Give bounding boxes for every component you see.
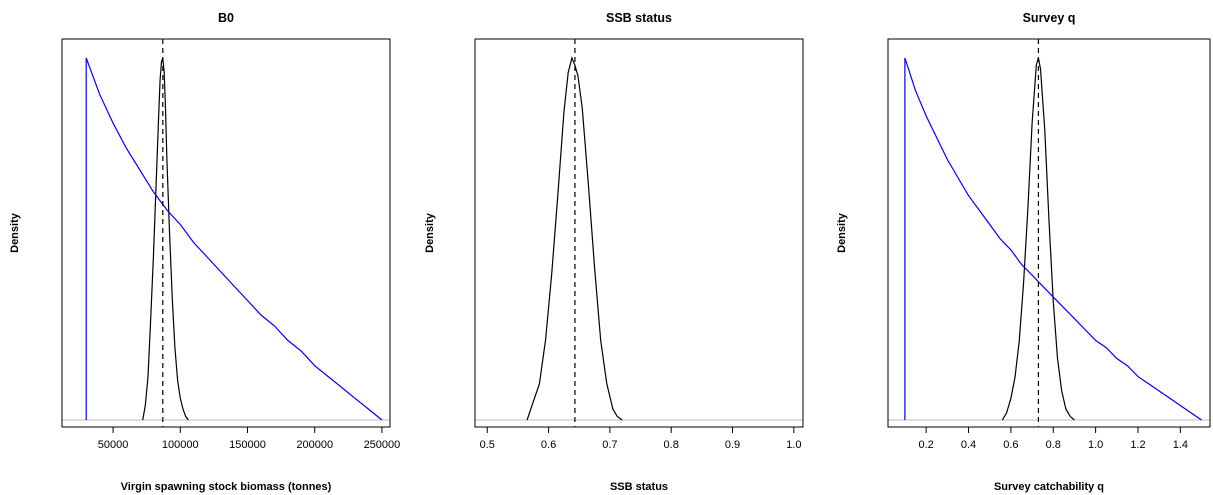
x-tick-label: 0.6 [541,439,556,451]
x-tick-label: 200000 [296,439,333,451]
prior-density-curve [904,57,1202,421]
panel-3: Survey q Density Survey catchability q 0.2 0… [836,11,1211,493]
x-tick-label: 250000 [364,439,401,451]
x-axis-label: Virgin spawning stock biomass (tonnes) [121,481,332,493]
panel-title: Survey q [1023,11,1076,25]
x-tick-label: 0.4 [961,439,976,451]
prior-density-curve [85,57,383,421]
y-axis-label: Density [836,212,848,253]
posterior-density-curve [142,57,189,421]
y-axis-label: Density [424,212,436,253]
panel-title: SSB status [606,11,672,25]
x-tick-label: 0.9 [725,439,740,451]
x-axis-label: SSB status [610,481,668,493]
plot-frame [887,38,1211,428]
x-tick-label: 150000 [229,439,266,451]
plot-frame [61,38,391,428]
x-tick-label: 0.6 [1003,439,1018,451]
posterior-density-curve [526,56,623,421]
x-tick-label: 1.2 [1130,439,1145,451]
x-tick-label: 0.8 [1046,439,1061,451]
plot-frame [474,38,804,428]
panel-1: B0 Density Virgin spawning stock biomass (… [9,11,400,493]
x-tick-label: 50000 [98,439,129,451]
x-tick-label: 0.5 [480,439,495,451]
x-tick-label: 100000 [162,439,199,451]
x-tick-label: 1.4 [1173,439,1188,451]
x-tick-label: 0.8 [664,439,679,451]
x-tick-label: 1.0 [1088,439,1103,451]
x-tick-label: 0.7 [602,439,617,451]
panel-2: SSB status Density SSB status 0.5 0.6 0.7 0.8 0… [424,11,804,493]
x-tick-label: 1.0 [786,439,801,451]
x-tick-label: 0.2 [918,439,933,451]
panel-title: B0 [218,11,234,25]
y-axis-label: Density [9,212,21,253]
x-axis-label: Survey catchability q [994,481,1104,493]
